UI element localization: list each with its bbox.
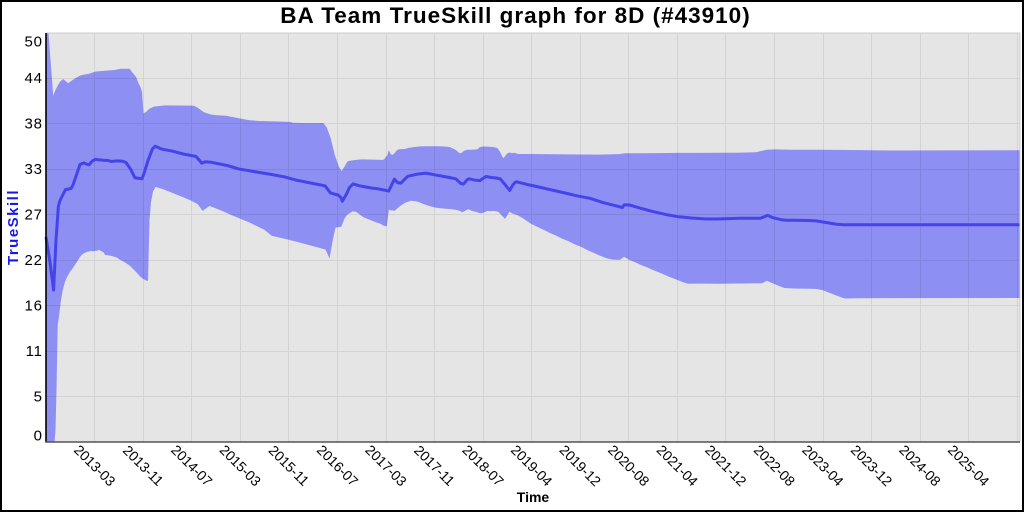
svg-text:44: 44	[25, 70, 43, 87]
svg-text:11: 11	[26, 343, 43, 360]
svg-text:50: 50	[25, 34, 43, 51]
svg-text:TrueSkill: TrueSkill	[5, 189, 22, 265]
svg-text:5: 5	[34, 388, 43, 405]
svg-text:0: 0	[34, 427, 43, 444]
svg-text:27: 27	[25, 207, 43, 224]
svg-text:33: 33	[25, 161, 43, 178]
svg-text:16: 16	[25, 297, 43, 314]
svg-text:22: 22	[25, 252, 43, 269]
svg-text:38: 38	[25, 116, 43, 133]
svg-text:Time: Time	[517, 489, 550, 505]
svg-text:BA Team TrueSkill graph for 8D: BA Team TrueSkill graph for 8D (#43910)	[280, 3, 750, 28]
